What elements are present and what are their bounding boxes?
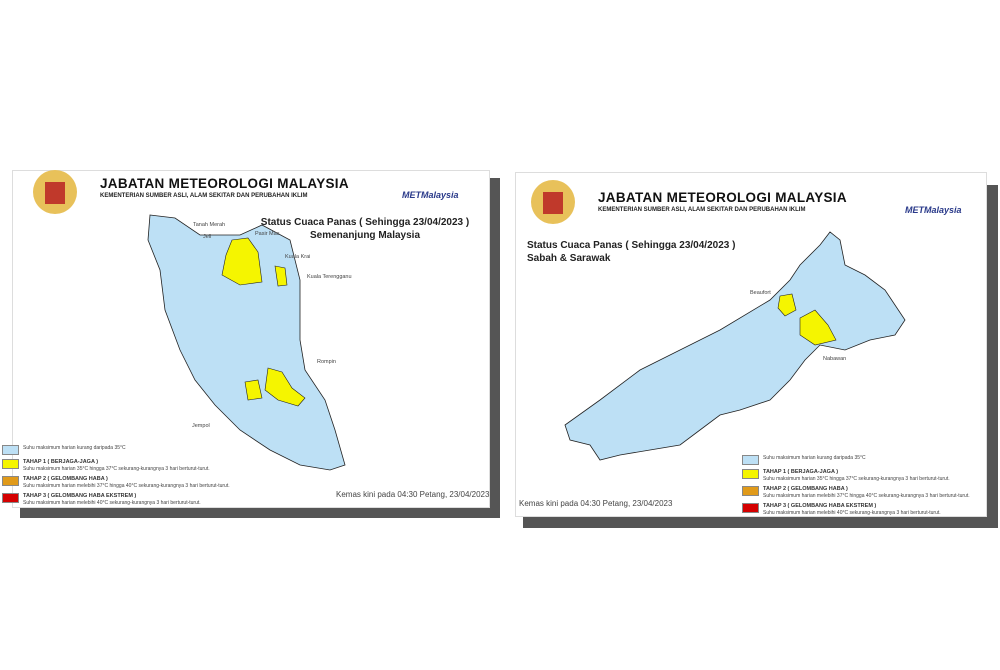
- crest-icon: [33, 170, 77, 214]
- right-updated-time: Kemas kini pada 04:30 Petang, 23/04/2023: [519, 499, 673, 508]
- region-title: Semenanjung Malaysia: [309, 230, 421, 241]
- ministry-subtitle: KEMENTERIAN SUMBER ASLI, ALAM SEKITAR DA…: [100, 193, 308, 199]
- legend-item: Suhu maksimum harian kurang daripada 35°…: [742, 455, 987, 465]
- legend-text: Suhu maksimum harian melebihi 40°C sekur…: [763, 509, 941, 516]
- legend-heading: TAHAP 2 ( GELOMBANG HABA ): [763, 486, 848, 492]
- legend-item: TAHAP 3 ( GELOMBANG HABA EKSTREM ) Suhu m…: [2, 493, 262, 506]
- status-title: Status Cuaca Panas ( Sehingga 23/04/2023…: [527, 240, 736, 251]
- left-legend: Suhu maksimum harian kurang daripada 35°…: [2, 445, 262, 510]
- tahap1-jempol: [244, 379, 263, 401]
- place-label: Kuala Terengganu: [307, 274, 352, 280]
- legend-text: Suhu maksimum harian kurang daripada 35°…: [23, 445, 126, 451]
- tahap1-kelantan: [221, 237, 263, 286]
- legend-item: TAHAP 2 ( GELOMBANG HABA ) Suhu maksimum …: [742, 486, 987, 499]
- legend-swatch: [742, 486, 759, 496]
- crest-icon: [531, 180, 575, 224]
- place-label: Jeli: [203, 234, 212, 240]
- legend-text: Suhu maksimum harian 35°C hingga 37°C se…: [23, 465, 210, 472]
- ministry-subtitle: KEMENTERIAN SUMBER ASLI, ALAM SEKITAR DA…: [598, 207, 806, 213]
- borneo-malaysia-map: [564, 231, 906, 461]
- legend-swatch: [742, 455, 759, 465]
- legend-swatch: [742, 503, 759, 513]
- place-label: Tanah Merah: [193, 222, 226, 228]
- place-label: Beaufort: [750, 290, 771, 296]
- place-label: Nabawan: [823, 356, 847, 362]
- left-map-title: Status Cuaca Panas ( Sehingga 23/04/2023…: [255, 216, 475, 242]
- met-malaysia-logo: METMalaysia: [905, 205, 962, 215]
- legend-item: TAHAP 1 ( BERJAGA-JAGA ) Suhu maksimum ha…: [742, 469, 987, 482]
- legend-item: Suhu maksimum harian kurang daripada 35°…: [2, 445, 262, 455]
- legend-heading: TAHAP 1 ( BERJAGA-JAGA ): [23, 459, 99, 465]
- place-label: Pasir Mas: [255, 231, 280, 237]
- met-malaysia-logo: METMalaysia: [402, 190, 459, 200]
- legend-item: TAHAP 2 ( GELOMBANG HABA ) Suhu maksimum …: [2, 476, 262, 489]
- place-label: Jempol: [192, 423, 210, 429]
- legend-item: TAHAP 3 ( GELOMBANG HABA EKSTREM ) Suhu m…: [742, 503, 987, 516]
- legend-text: Suhu maksimum harian melebihi 37°C hingg…: [23, 482, 230, 489]
- status-title: Status Cuaca Panas ( Sehingga 23/04/2023…: [260, 217, 470, 228]
- right-map-title: Status Cuaca Panas ( Sehingga 23/04/2023…: [527, 239, 735, 265]
- legend-heading: TAHAP 1 ( BERJAGA-JAGA ): [763, 469, 839, 475]
- legend-text: Suhu maksimum harian melebihi 37°C hingg…: [763, 492, 970, 499]
- legend-swatch: [2, 476, 19, 486]
- legend-heading: TAHAP 3 ( GELOMBANG HABA EKSTREM ): [23, 493, 137, 499]
- legend-swatch: [2, 459, 19, 469]
- legend-text: Suhu maksimum harian 35°C hingga 37°C se…: [763, 475, 950, 482]
- tahap1-nabawan: [799, 309, 837, 346]
- tahap1-kuala-terengganu: [274, 265, 288, 287]
- legend-swatch: [742, 469, 759, 479]
- legend-swatch: [2, 493, 19, 503]
- legend-heading: TAHAP 3 ( GELOMBANG HABA EKSTREM ): [763, 503, 877, 509]
- place-label: Rompin: [317, 359, 336, 365]
- left-updated-time: Kemas kini pada 04:30 Petang, 23/04/2023: [336, 490, 490, 499]
- legend-text: Suhu maksimum harian melebihi 40°C sekur…: [23, 499, 201, 506]
- legend-heading: TAHAP 2 ( GELOMBANG HABA ): [23, 476, 108, 482]
- right-legend: Suhu maksimum harian kurang daripada 35°…: [742, 455, 987, 520]
- tahap1-beaufort: [777, 293, 797, 317]
- legend-swatch: [2, 445, 19, 455]
- peninsular-malaysia-map: [147, 214, 346, 471]
- agency-title: JABATAN METEOROLOGI MALAYSIA: [598, 190, 847, 205]
- legend-item: TAHAP 1 ( BERJAGA-JAGA ) Suhu maksimum ha…: [2, 459, 262, 472]
- legend-text: Suhu maksimum harian kurang daripada 35°…: [763, 455, 866, 461]
- place-label: Kuala Krai: [285, 254, 311, 260]
- region-title: Sabah & Sarawak: [527, 253, 611, 264]
- agency-title: JABATAN METEOROLOGI MALAYSIA: [100, 176, 349, 191]
- tahap1-rompin: [264, 367, 306, 407]
